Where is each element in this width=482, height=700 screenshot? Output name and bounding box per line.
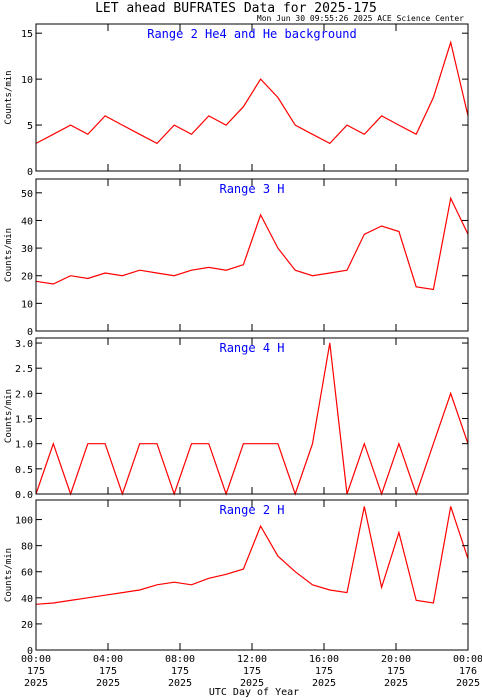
y-axis-label: Counts/min — [4, 70, 14, 124]
x-tick-label-time: 20:00 — [381, 654, 411, 665]
x-tick-label-year: 2025 — [96, 678, 120, 689]
x-tick-label-year: 2025 — [240, 678, 264, 689]
y-tick-label: 20 — [21, 272, 33, 283]
y-tick-label: 15 — [21, 29, 33, 40]
x-tick-label-doy: 175 — [315, 666, 333, 677]
panel-1: 0 5 10 15 Counts/min Range 2 He4 and He backg… — [4, 23, 469, 178]
y-tick-label: 10 — [21, 299, 33, 310]
y-tick-label: 40 — [21, 594, 33, 605]
x-tick-label-time: 08:00 — [165, 654, 195, 665]
panel-label: Range 2 H — [219, 503, 284, 517]
y-tick-label: 0 — [27, 327, 33, 338]
x-tick-label-time: 12:00 — [237, 654, 267, 665]
x-axis-title: UTC Day of Year — [209, 687, 299, 698]
x-tick-label-year: 2025 — [456, 678, 480, 689]
x-tick-label-year: 2025 — [312, 678, 336, 689]
x-tick-labels: 00:00175202504:00175202508:00175202512:0… — [21, 654, 482, 689]
chart-title: LET ahead BUFRATES Data for 2025-175 — [95, 1, 377, 16]
x-tick-label-time: 00:00 — [21, 654, 51, 665]
y-tick-label: 0.0 — [15, 490, 33, 501]
y-tick-label: 0.5 — [15, 465, 33, 476]
y-tick-label: 0 — [27, 646, 33, 657]
series-line — [35, 342, 469, 496]
x-tick-label-doy: 175 — [387, 666, 405, 677]
y-tick-label: 30 — [21, 244, 33, 255]
y-tick-label: 40 — [21, 216, 33, 227]
y-tick-label: 10 — [21, 75, 33, 86]
panel-label: Range 4 H — [219, 341, 284, 355]
y-tick-label: 1.5 — [15, 415, 33, 426]
y-tick-label: 1.0 — [15, 440, 33, 451]
panel-4: 0 20 40 60 80 100 Counts/min Range 2 H — [4, 499, 469, 657]
series-line — [35, 196, 469, 291]
panel-label: Range 3 H — [219, 182, 284, 196]
y-tick-label: 50 — [21, 189, 33, 200]
panel-label: Range 2 He4 and He background — [147, 27, 357, 41]
y-axis-label: Counts/min — [4, 548, 14, 602]
y-tick-label: 2.0 — [15, 389, 33, 400]
x-tick-label-time: 16:00 — [309, 654, 339, 665]
x-tick-label-doy: 175 — [243, 666, 261, 677]
timestamp-label: Mon Jun 30 09:55:26 2025 ACE Science Cen… — [257, 14, 464, 23]
series-line — [35, 506, 469, 605]
y-tick-label: 60 — [21, 568, 33, 579]
y-tick-label: 80 — [21, 542, 33, 553]
panel-2: 0 10 20 30 40 50 Counts/min Range 3 H — [4, 178, 469, 338]
x-tick-label-doy: 175 — [171, 666, 189, 677]
x-tick-label-doy: 175 — [99, 666, 117, 677]
y-tick-label: 5 — [27, 121, 33, 132]
chart-panels: 0 5 10 15 Counts/min Range 2 He4 and He backg… — [4, 23, 482, 689]
y-tick-label: 2.5 — [15, 364, 33, 375]
y-axis-label: Counts/min — [4, 228, 14, 282]
panel-3: 0.0 0.5 1.0 1.5 2.0 2.5 3.0 Counts/min Range 4 H — [4, 337, 469, 501]
x-tick-label-year: 2025 — [384, 678, 408, 689]
y-tick-label: 100 — [15, 516, 33, 527]
y-tick-label: 3.0 — [15, 339, 33, 350]
x-tick-label-year: 2025 — [168, 678, 192, 689]
x-tick-label-doy: 175 — [27, 666, 45, 677]
series-line — [35, 40, 469, 145]
x-tick-label-year: 2025 — [24, 678, 48, 689]
x-tick-label-doy: 176 — [459, 666, 477, 677]
x-tick-label-time: 00:00 — [453, 654, 482, 665]
y-tick-label: 20 — [21, 620, 33, 631]
y-tick-label: 0 — [27, 167, 33, 178]
y-axis-label: Counts/min — [4, 389, 14, 443]
x-tick-label-time: 04:00 — [93, 654, 123, 665]
